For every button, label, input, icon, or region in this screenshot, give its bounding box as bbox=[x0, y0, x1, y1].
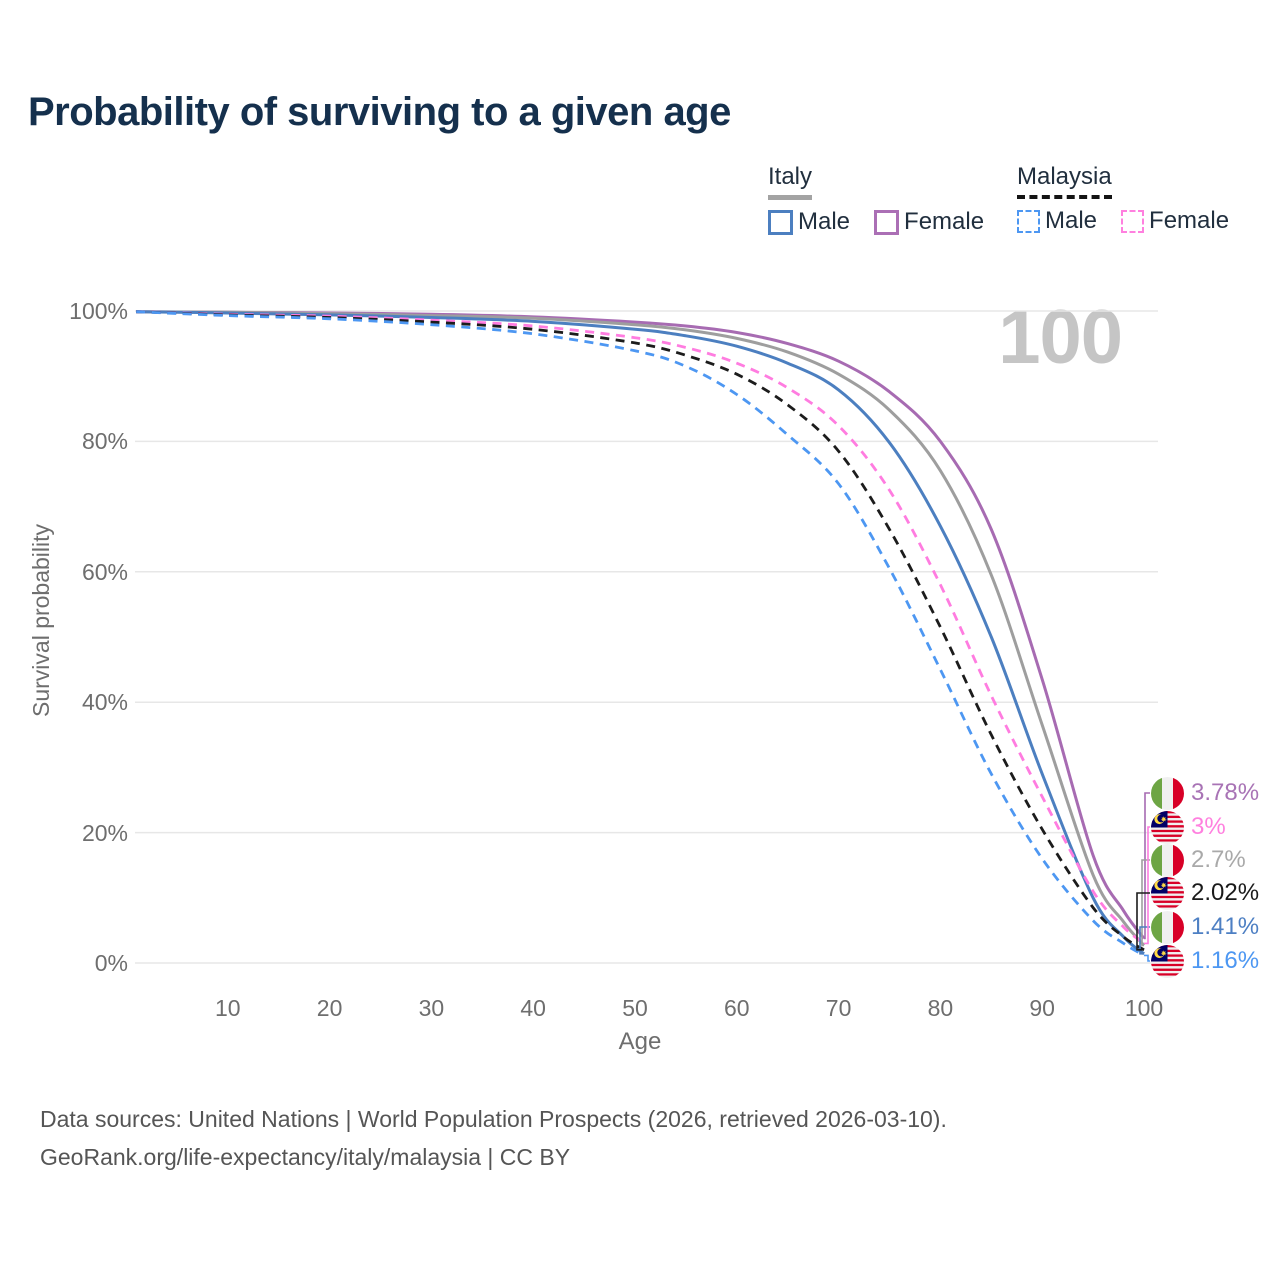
series-line-malaysia-female[interactable] bbox=[136, 310, 1145, 945]
end-connector-italy-male bbox=[1139, 926, 1150, 955]
legend-label: Female bbox=[904, 208, 985, 235]
malaysia-flag-icon bbox=[1151, 944, 1184, 978]
end-label-row-malaysia-3: 3% bbox=[1151, 810, 1226, 844]
end-label-row-malaysia-1.16: 1.16% bbox=[1151, 944, 1259, 978]
malaysia-flag-icon bbox=[1151, 876, 1184, 910]
end-value: 3.78% bbox=[1191, 779, 1260, 806]
italy-flag-icon bbox=[1151, 843, 1184, 877]
attribution-line: GeoRank.org/life-expectancy/italy/malays… bbox=[40, 1144, 571, 1170]
legend-group-italy: Italy Male Female bbox=[768, 163, 984, 236]
age-watermark: 100 bbox=[998, 295, 1123, 380]
x-axis-title: Age bbox=[618, 1028, 662, 1055]
malaysia-female-swatch-icon bbox=[1121, 209, 1145, 233]
x-tick-label-20: 20 bbox=[316, 995, 343, 1021]
x-tick-label-10: 10 bbox=[215, 995, 241, 1021]
y-tick-label-0: 0% bbox=[94, 950, 128, 976]
end-value: 3% bbox=[1191, 813, 1226, 840]
y-tick-label-40: 40% bbox=[81, 689, 128, 716]
end-label-row-italy-1.41: 1.41% bbox=[1151, 910, 1259, 944]
legend-title-malaysia: Malaysia bbox=[1017, 163, 1112, 199]
legend-label: Male bbox=[1045, 207, 1098, 234]
legend-item-malaysia-male[interactable]: Male bbox=[1017, 207, 1097, 235]
legend-title-italy: Italy bbox=[768, 163, 813, 200]
legend-group-malaysia: Malaysia Male Female bbox=[1017, 163, 1229, 235]
italy-flag-icon bbox=[1151, 776, 1184, 810]
data-source-line: Data sources: United Nations | World Pop… bbox=[40, 1106, 947, 1132]
malaysia-flag-icon bbox=[1151, 810, 1184, 844]
end-value: 2.02% bbox=[1191, 879, 1260, 906]
x-tick-label-70: 70 bbox=[825, 995, 852, 1021]
series-line-malaysia-total[interactable] bbox=[136, 310, 1145, 952]
malaysia-male-swatch-icon bbox=[1017, 209, 1040, 233]
y-tick-label-20: 20% bbox=[81, 819, 128, 846]
x-tick-label-80: 80 bbox=[927, 995, 954, 1021]
series-line-italy-total[interactable] bbox=[136, 310, 1146, 947]
series-line-italy-male[interactable] bbox=[136, 310, 1145, 955]
end-connector-italy-total bbox=[1141, 859, 1150, 947]
legend-item-italy-female[interactable]: Female bbox=[874, 208, 984, 236]
italy-female-swatch-icon bbox=[874, 209, 900, 235]
x-tick-label-90: 90 bbox=[1029, 995, 1055, 1021]
legend-label: Female bbox=[1149, 207, 1230, 234]
y-tick-label-100: 100% bbox=[69, 298, 128, 324]
x-tick-label-40: 40 bbox=[520, 995, 546, 1021]
x-tick-label-30: 30 bbox=[418, 995, 445, 1021]
end-label-row-italy-2.7: 2.7% bbox=[1151, 843, 1246, 877]
end-connector-italy-female bbox=[1144, 792, 1150, 940]
end-connector-malaysia-female bbox=[1144, 826, 1150, 945]
end-value: 2.7% bbox=[1191, 846, 1246, 873]
end-label-row-malaysia-2.02: 2.02% bbox=[1151, 876, 1259, 910]
series-line-italy-female[interactable] bbox=[136, 310, 1146, 940]
legend-label: Male bbox=[798, 208, 851, 235]
x-tick-label-50: 50 bbox=[622, 995, 648, 1021]
end-value: 1.16% bbox=[1191, 947, 1260, 974]
x-tick-label-60: 60 bbox=[724, 995, 750, 1021]
y-tick-label-80: 80% bbox=[81, 428, 128, 455]
legend-item-malaysia-female[interactable]: Female bbox=[1121, 207, 1229, 235]
series-line-malaysia-male[interactable] bbox=[136, 310, 1145, 957]
y-tick-label-60: 60% bbox=[81, 558, 128, 585]
end-label-row-italy-3.78: 3.78% bbox=[1151, 776, 1259, 810]
x-tick-label-100: 100 bbox=[1124, 995, 1164, 1021]
legend-item-italy-male[interactable]: Male bbox=[768, 208, 850, 236]
italy-flag-icon bbox=[1151, 910, 1184, 944]
italy-male-swatch-icon bbox=[768, 209, 793, 235]
page-title: Probability of surviving to a given age bbox=[28, 90, 731, 134]
end-connector-malaysia-total bbox=[1136, 892, 1150, 951]
end-connector-malaysia-male bbox=[1144, 954, 1150, 962]
end-value: 1.41% bbox=[1191, 913, 1260, 940]
